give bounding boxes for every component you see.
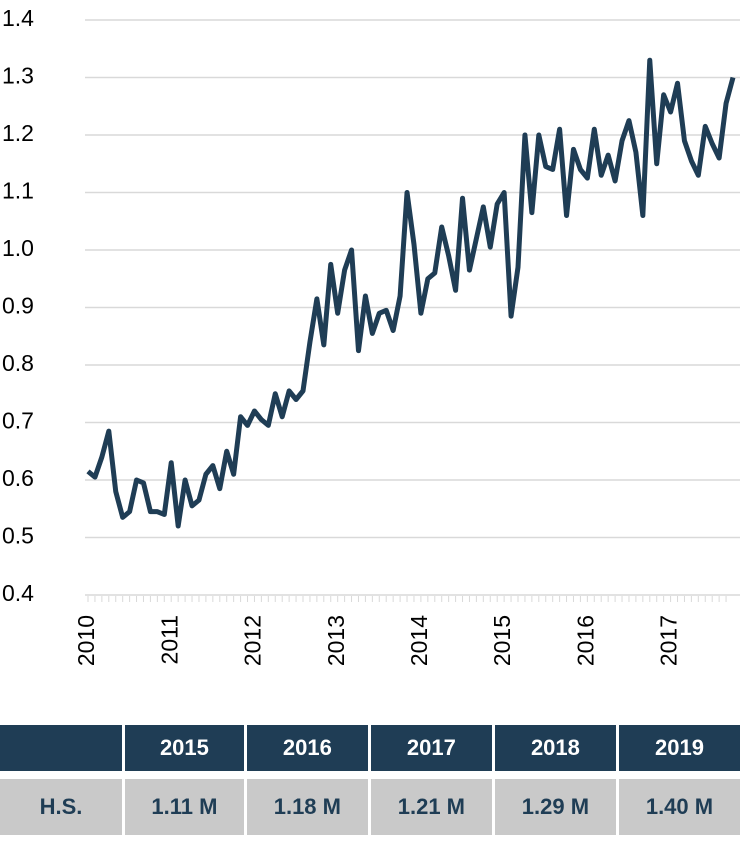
y-tick-label: 0.7 bbox=[2, 408, 34, 434]
row-label: H.S. bbox=[0, 779, 122, 835]
y-tick-label: 1.2 bbox=[2, 120, 34, 146]
x-tick-label: 2013 bbox=[323, 615, 349, 666]
header-cell: 2019 bbox=[618, 725, 740, 771]
y-tick-label: 0.5 bbox=[2, 523, 34, 549]
cell: 1.29 M bbox=[494, 779, 616, 835]
header-cell: 2016 bbox=[246, 725, 368, 771]
x-tick-label: 2016 bbox=[572, 615, 598, 666]
y-tick-label: 0.8 bbox=[2, 350, 34, 376]
x-tick-label: 2011 bbox=[156, 615, 182, 664]
table-row: H.S. 1.11 M 1.18 M 1.21 M 1.29 M 1.40 M bbox=[0, 779, 740, 835]
x-tick-label: 2015 bbox=[489, 615, 515, 666]
y-tick-label: 1.3 bbox=[2, 63, 34, 89]
cell: 1.21 M bbox=[370, 779, 492, 835]
header-cell: 2018 bbox=[494, 725, 616, 771]
x-tick-label: 2012 bbox=[240, 615, 266, 666]
chart: 0.4 0.5 0.6 0.7 0.8 0.9 1.0 1.1 1.2 1.3 1.4 2010 201… bbox=[2, 5, 740, 666]
y-tick-label: 1.4 bbox=[2, 5, 34, 31]
x-tick-label: 2017 bbox=[656, 615, 682, 666]
header-cell: 2017 bbox=[370, 725, 492, 771]
x-tick-label: 2014 bbox=[406, 615, 432, 666]
y-tick-label: 0.4 bbox=[2, 580, 34, 606]
cell: 1.40 M bbox=[618, 779, 740, 835]
y-tick-label: 1.0 bbox=[2, 235, 34, 261]
data-line bbox=[86, 57, 736, 529]
cell: 1.11 M bbox=[125, 779, 244, 835]
y-tick-label: 0.9 bbox=[2, 293, 34, 319]
x-tick-label: 2010 bbox=[73, 615, 99, 666]
y-tick-label: 1.1 bbox=[2, 178, 34, 204]
y-tick-label: 0.6 bbox=[2, 465, 34, 491]
table-header: 2015 2016 2017 2018 2019 bbox=[0, 725, 740, 771]
summary-table: 2015 2016 2017 2018 2019 H.S. 1.11 M 1.1… bbox=[0, 717, 743, 843]
header-cell: 2015 bbox=[125, 725, 244, 771]
header-blank bbox=[0, 725, 122, 771]
cell: 1.18 M bbox=[246, 779, 368, 835]
